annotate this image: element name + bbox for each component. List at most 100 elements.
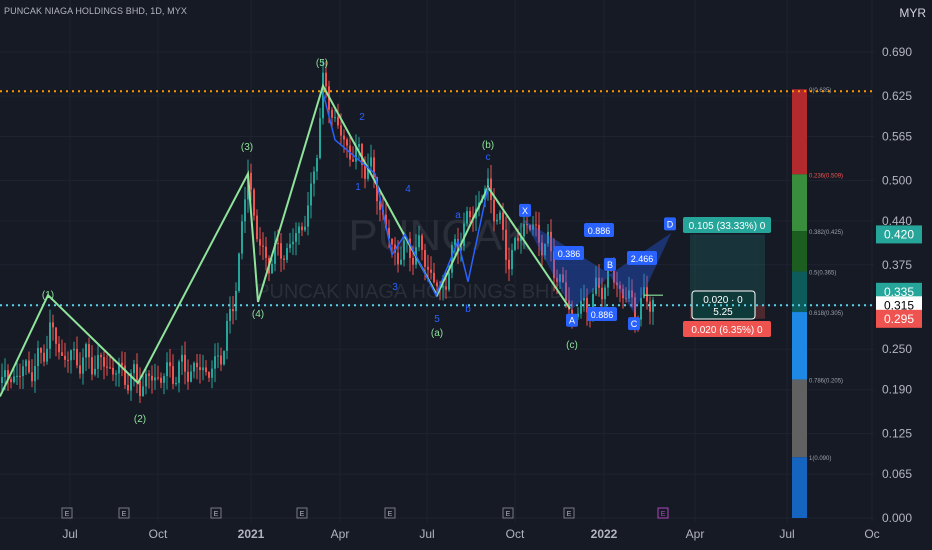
horizontal-levels[interactable] [0,90,874,307]
y-tick-label: 0.440 [882,214,912,228]
wave-label: 3 [392,282,398,293]
earnings-marker: E [65,511,70,518]
candle-body [1,376,3,383]
candle-body [289,244,291,249]
wave-label: (2) [134,414,146,425]
candle-body [373,157,375,178]
candle-body [352,159,354,162]
candle-body [139,380,141,397]
candle-body [166,362,168,377]
candle-body [73,348,75,351]
earnings-marker: E [567,511,572,518]
candle-body [460,246,462,251]
candle-body [652,299,654,312]
candle-body [115,373,117,375]
candle-body [154,377,156,381]
candle-body [550,231,552,252]
candle-body [577,313,579,317]
grid [0,0,874,522]
candle-body [49,322,51,349]
candle-body [40,347,42,353]
candle-body [586,297,588,313]
candle-body [70,350,72,361]
candle-body [388,227,390,239]
candle-body [28,360,30,373]
candle-body [604,287,606,300]
candle-body [628,290,630,299]
candle-body [61,352,63,356]
ratio-label: 0.386 [558,249,581,259]
candle-body [592,294,594,316]
fib-level-label: 0.5(0.365) [809,271,836,277]
candle-body [265,246,267,258]
candle-body [400,259,402,265]
candle-body [79,365,81,374]
y-tick-label: 0.125 [882,427,912,441]
symbol-header: PUNCAK NIAGA HOLDINGS BHD, 1D, MYX [4,6,187,16]
candle-body [127,384,129,391]
candle-body [343,135,345,140]
harmonic-point-bg [519,203,531,217]
fib-band [792,174,807,232]
upcoming-earnings-marker-box [657,507,669,519]
candle-body [511,249,513,270]
candle-body [22,366,24,377]
candle-body [58,343,60,353]
candle-body [169,362,171,367]
candle-body [436,282,438,287]
watermark-name: PUNCAK NIAGA HOLDINGS BHD [256,281,564,303]
fib-level-label: 0.618(0.305) [809,311,843,317]
candle-body [427,266,429,270]
fib-band [792,231,807,272]
candle-body [508,259,510,270]
candle-body [292,241,294,245]
earnings-marker-box [502,507,514,519]
harmonic-point-bg [628,317,640,331]
candle-body [463,223,465,247]
candle-body [76,348,78,366]
candle-body [202,367,204,371]
fib-level-label: 0.382(0.425) [809,230,843,236]
fib-band [792,312,807,380]
price-badge-label: 0.295 [884,312,914,326]
price-badge-bg [876,296,922,315]
wave-label: (3) [241,142,253,153]
x-tick-label: Jul [62,527,77,541]
candle-body [121,362,123,366]
candle-body [16,375,18,377]
wave-path-primary [0,83,571,397]
candle-body [541,242,543,256]
candle-body [499,212,501,220]
candle-body [544,243,546,256]
candle-body [313,171,315,184]
candle-body [37,347,39,367]
candle-body [142,386,144,397]
candle-body [601,287,603,300]
fib-level-label: 0(0.635) [809,88,831,94]
candle-body [13,376,15,383]
fib-retracement-tool[interactable]: 0(0.635) 0.236(0.509) 0.382(0.425) 0.5(0.36… [792,88,843,518]
stop-label: 0.020 (6.35%) 0 [691,325,763,336]
candle-body [199,367,201,371]
candle-body [124,365,126,385]
ratio-label: 0.886 [588,226,611,236]
candle-body [457,239,459,251]
candle-body [517,238,519,241]
x-tick-label: Apr [331,527,350,541]
harmonic-pattern[interactable]: X A B C D 0.386 0.886 0.886 2.466 [519,203,676,331]
candle-body [526,223,528,226]
long-position-tool[interactable]: 0.105 (33.33%) 0 0.020 · 05.25 0.020 (6.35… [683,217,771,337]
price-badge-bg [876,309,922,328]
price-axis[interactable]: 0.690 0.625 0.565 0.500 0.440 0.375 0.315 0.250… [882,45,912,525]
time-axis[interactable]: Jul Oct 2021 Apr Jul Oct 2022 Apr Jul Oc [62,527,879,541]
candle-body [409,238,411,258]
candle-body [619,285,621,289]
candle-body [595,277,597,295]
wave-labels: (1) (2) (3) (4) (5) (a) (b) (c) 1 2 3 4 5 a b c [42,58,578,425]
price-badge-bg [876,282,922,301]
candle-body [493,199,495,222]
elliott-wave-lines[interactable] [0,83,571,397]
